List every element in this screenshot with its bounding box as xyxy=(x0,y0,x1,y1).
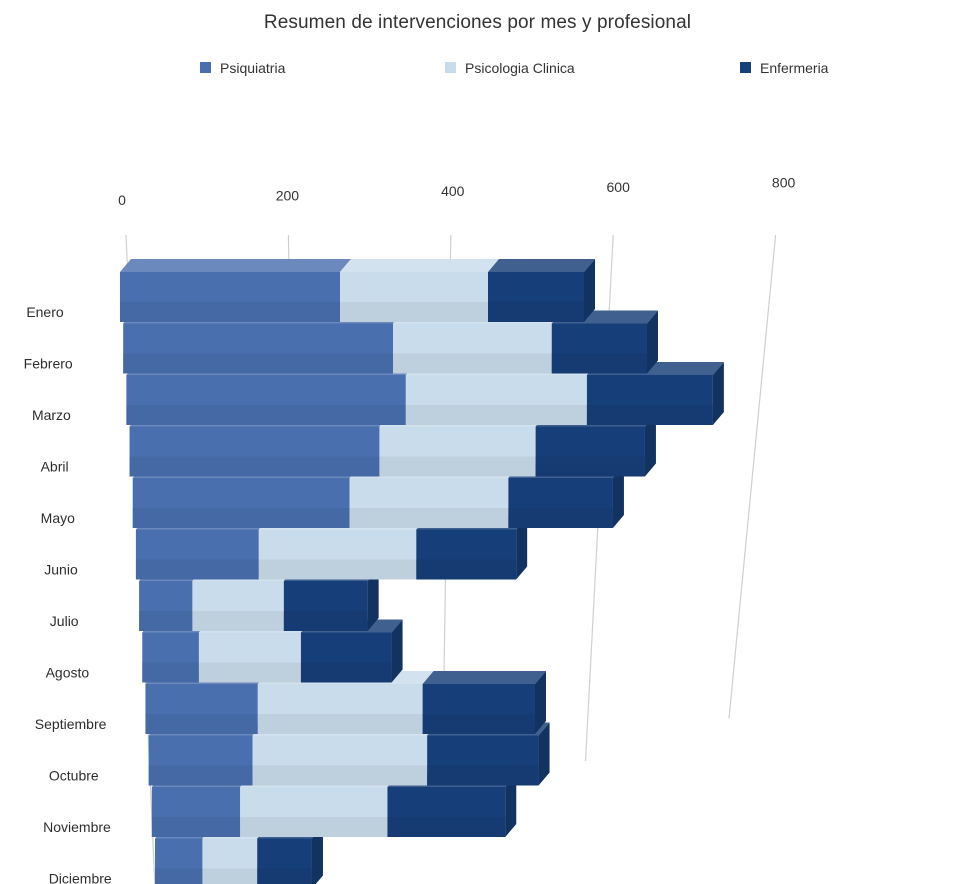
bars xyxy=(120,259,724,884)
x-tick-label: 800 xyxy=(772,174,796,190)
x-tick-label: 0 xyxy=(118,192,126,208)
legend-swatch xyxy=(200,62,211,73)
gridline xyxy=(728,234,777,719)
bar-septiembre-psicologia-clinica xyxy=(257,671,434,734)
legend-label: Enfermeria xyxy=(760,60,829,76)
category-label: Julio xyxy=(50,613,79,629)
category-label: Noviembre xyxy=(43,819,111,835)
bar-enero-enfermeria xyxy=(488,259,595,322)
bar-row-marzo xyxy=(126,362,724,425)
category-label: Junio xyxy=(44,562,78,578)
bar-enero-psiquiatria xyxy=(120,259,351,322)
x-axis-ticks: 0 200 400 600 800 xyxy=(118,174,795,208)
legend-label: Psiquiatria xyxy=(220,60,286,76)
category-label: Enero xyxy=(26,304,64,320)
category-label: Septiembre xyxy=(35,716,107,732)
legend-item-psicologia-clinica: Psicologia Clinica xyxy=(445,60,575,76)
category-label: Marzo xyxy=(32,407,71,423)
category-label: Mayo xyxy=(41,510,75,526)
category-label: Febrero xyxy=(24,356,73,372)
bar-enero-psicologia-clinica xyxy=(340,259,499,322)
x-tick-label: 600 xyxy=(607,179,631,195)
legend-item-psiquiatria: Psiquiatria xyxy=(200,60,286,76)
legend: Psiquiatria Psicologia Clinica Enfermeria xyxy=(200,60,829,76)
bar-row-abril xyxy=(129,413,656,477)
x-tick-label: 200 xyxy=(276,188,300,204)
legend-label: Psicologia Clinica xyxy=(465,60,575,76)
bar-marzo-psiquiatria xyxy=(126,362,417,425)
category-label: Agosto xyxy=(46,665,90,681)
bar-row-enero xyxy=(120,259,595,322)
category-label: Octubre xyxy=(49,768,99,784)
chart-title: Resumen de intervenciones por mes y prof… xyxy=(263,12,692,33)
legend-swatch xyxy=(740,62,751,73)
bar-row-octubre xyxy=(148,722,550,786)
legend-item-enfermeria: Enfermeria xyxy=(740,60,829,76)
bar-septiembre-enfermeria xyxy=(422,671,546,734)
bar-noviembre-psicologia-clinica xyxy=(240,774,399,837)
x-tick-label: 400 xyxy=(441,183,465,199)
bar-diciembre-psiquiatria xyxy=(155,825,214,884)
bar-octubre-psicologia-clinica xyxy=(252,722,439,786)
legend-swatch xyxy=(445,62,456,73)
category-label: Diciembre xyxy=(49,871,112,884)
category-labels: Diciembre Noviembre Octubre Septiembre Agost… xyxy=(24,304,112,884)
category-label: Abril xyxy=(41,459,69,475)
bar-abril-psicologia-clinica xyxy=(379,413,547,477)
